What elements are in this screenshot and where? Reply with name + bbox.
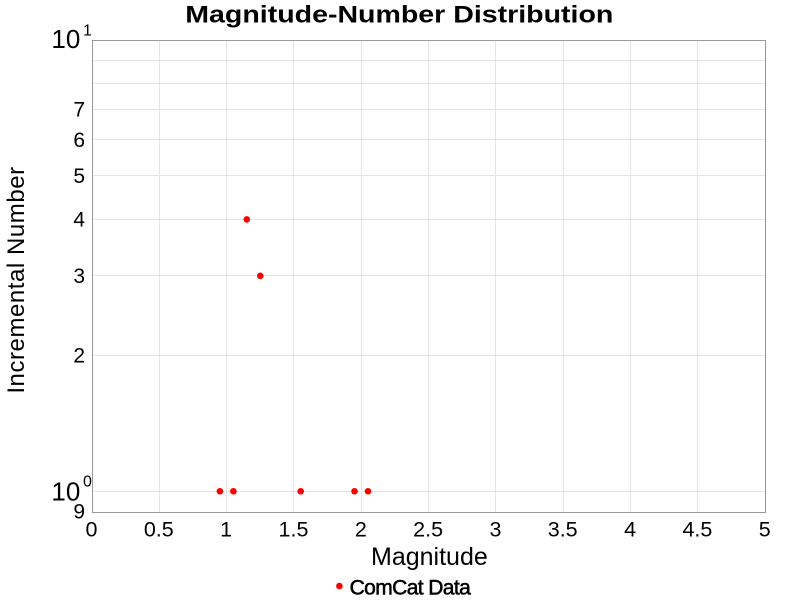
- svg-text:2.5: 2.5: [413, 517, 443, 541]
- svg-text:1: 1: [83, 23, 92, 40]
- svg-text:5: 5: [73, 165, 85, 188]
- svg-text:3.5: 3.5: [548, 517, 578, 541]
- svg-text:3: 3: [73, 265, 85, 288]
- svg-text:1.5: 1.5: [279, 517, 309, 541]
- svg-text:10: 10: [51, 476, 80, 506]
- svg-text:Magnitude-Number Distribution: Magnitude-Number Distribution: [185, 0, 613, 27]
- svg-text:Incremental Number: Incremental Number: [3, 166, 30, 393]
- svg-text:6: 6: [73, 129, 85, 152]
- svg-text:2: 2: [73, 344, 85, 367]
- svg-text:9: 9: [73, 500, 85, 523]
- svg-text:4: 4: [73, 209, 85, 232]
- svg-text:0: 0: [83, 473, 92, 490]
- svg-text:5: 5: [759, 517, 771, 541]
- svg-text:4.5: 4.5: [682, 517, 712, 541]
- svg-text:4: 4: [624, 517, 636, 541]
- svg-text:1: 1: [220, 517, 232, 541]
- svg-text:2: 2: [355, 517, 367, 541]
- svg-text:3: 3: [490, 517, 502, 541]
- svg-text:0: 0: [86, 517, 98, 541]
- svg-text:ComCat Data: ComCat Data: [350, 576, 472, 599]
- svg-text:10: 10: [51, 24, 80, 54]
- svg-text:Magnitude: Magnitude: [371, 543, 488, 571]
- svg-text:7: 7: [73, 99, 85, 122]
- svg-text:0.5: 0.5: [144, 517, 174, 541]
